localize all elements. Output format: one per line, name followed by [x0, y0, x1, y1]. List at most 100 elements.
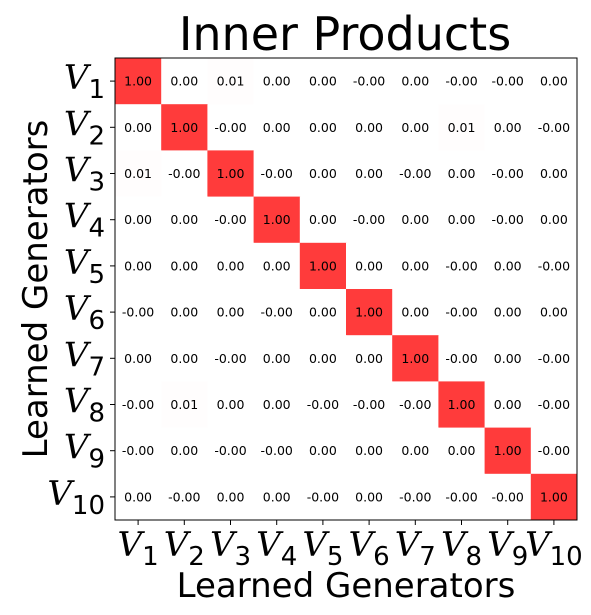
heatmap-cell-r7-c9	[484, 335, 532, 382]
y-tick-7: V7	[64, 335, 105, 382]
heatmap-cell-r7-c2	[161, 335, 208, 382]
heatmap-cell-r3-c2	[161, 150, 208, 198]
heatmap-cell-r8-c8	[438, 381, 486, 429]
cell-value-r4-c8: 0.00	[448, 212, 476, 227]
cell-value-r4-c7: 0.00	[401, 212, 429, 227]
cell-value-r3-c7: -0.00	[399, 166, 431, 181]
cell-value-r3-c4: -0.00	[261, 166, 293, 181]
cell-value-r2-c6: 0.00	[355, 120, 383, 135]
cell-value-r3-c3: 1.00	[217, 166, 245, 181]
cell-value-r5-c7: 0.00	[401, 258, 429, 273]
y-tick-4: V4	[64, 197, 105, 244]
y-tick-3: V3	[64, 151, 105, 198]
cell-value-r2-c7: 0.00	[401, 120, 429, 135]
cell-value-r1-c3: 0.01	[217, 74, 245, 89]
heatmap-cell-r5-c4	[253, 242, 301, 290]
heatmap-cell-r5-c1	[115, 242, 162, 290]
cell-value-r4-c5: 0.00	[309, 212, 337, 227]
heatmap-cell-r1-c10	[530, 58, 578, 105]
cell-value-r8-c10: -0.00	[538, 397, 570, 412]
cell-value-r8-c2: 0.01	[170, 397, 198, 412]
heatmap-cell-r10-c8	[438, 473, 486, 521]
chart-title: Inner Products	[179, 7, 511, 61]
x-tick-2: V2	[164, 525, 205, 572]
heatmap-cell-r2-c1	[115, 104, 162, 151]
cell-value-r6-c7: 0.00	[401, 305, 429, 320]
cell-value-r1-c10: 0.00	[540, 74, 568, 89]
cell-value-r1-c6: -0.00	[353, 74, 385, 89]
cell-value-r9-c5: 0.00	[309, 443, 337, 458]
cell-value-r6-c3: 0.00	[217, 305, 245, 320]
heatmap-cell-r8-c10	[530, 381, 578, 429]
plot-frame	[114, 57, 578, 521]
heatmap-cell-r4-c3	[207, 196, 255, 244]
heatmap-cell-r3-c1	[115, 150, 162, 198]
cell-value-r10-c1: 0.00	[124, 489, 152, 504]
cell-value-r9-c2: 0.00	[170, 443, 198, 458]
heatmap-cell-r7-c10	[530, 335, 578, 382]
heatmap-cell-r8-c5	[299, 381, 347, 429]
heatmap-cell-r8-c7	[392, 381, 439, 429]
cell-value-r8-c3: 0.00	[217, 397, 245, 412]
heatmap-cell-r5-c2	[161, 242, 208, 290]
heatmap-cell-r2-c7	[392, 104, 439, 151]
heatmap-cell-r5-c6	[346, 242, 393, 290]
cell-value-r10-c6: 0.00	[355, 489, 383, 504]
y-tick-9: V9	[64, 428, 105, 475]
cell-value-r3-c2: -0.00	[168, 166, 200, 181]
heatmap-cell-r3-c4	[253, 150, 301, 198]
heatmap-cell-r3-c6	[346, 150, 393, 198]
heatmap-cell-r6-c4	[253, 289, 301, 336]
heatmap-cell-r4-c1	[115, 196, 162, 244]
x-tick-3: V3	[210, 525, 251, 572]
heatmap-cell-r4-c4	[253, 196, 301, 244]
cell-value-r2-c2: 1.00	[170, 120, 198, 135]
heatmap-cell-r2-c2	[161, 104, 208, 151]
cell-value-r5-c2: 0.00	[170, 258, 198, 273]
cell-value-r6-c8: -0.00	[445, 305, 477, 320]
heatmap-cell-r7-c8	[438, 335, 486, 382]
cell-value-r3-c5: 0.00	[309, 166, 337, 181]
cell-value-r9-c6: 0.00	[355, 443, 383, 458]
cell-value-r3-c6: 0.00	[355, 166, 383, 181]
cell-value-r6-c1: -0.00	[122, 305, 154, 320]
cell-value-r1-c9: -0.00	[492, 74, 524, 89]
heatmap-cell-r9-c1	[115, 427, 162, 475]
cell-value-r7-c4: 0.00	[263, 351, 291, 366]
cell-value-r1-c2: 0.00	[170, 74, 198, 89]
heatmap-cell-r5-c8	[438, 242, 486, 290]
heatmap-cell-r9-c10	[530, 427, 578, 475]
cell-value-r5-c6: 0.00	[355, 258, 383, 273]
heatmap-cell-r9-c7	[392, 427, 439, 475]
cell-value-r7-c5: 0.00	[309, 351, 337, 366]
heatmap-cell-r8-c9	[484, 381, 532, 429]
cell-value-r5-c9: 0.00	[494, 258, 522, 273]
cell-value-r5-c4: 0.00	[263, 258, 291, 273]
y-tick-2: V2	[64, 104, 105, 151]
heatmap-cell-r3-c9	[484, 150, 532, 198]
heatmap-cell-r10-c10	[530, 473, 578, 521]
heatmap-cell-r9-c4	[253, 427, 301, 475]
heatmap-cell-r4-c9	[484, 196, 532, 244]
heatmap-cells	[115, 58, 578, 521]
cell-value-r4-c3: -0.00	[214, 212, 246, 227]
heatmap-cell-r8-c4	[253, 381, 301, 429]
heatmap-cell-r6-c8	[438, 289, 486, 336]
heatmap-cell-r7-c5	[299, 335, 347, 382]
heatmap-cell-labels: 1.00 0.00 0.01 0.00 0.00 -0.00 0.00 -0.00 -0.00 0…	[122, 74, 570, 505]
heatmap-cell-r8-c3	[207, 381, 255, 429]
y-tick-10: V10	[47, 474, 105, 521]
heatmap-cell-r4-c2	[161, 196, 208, 244]
heatmap-cell-r1-c6	[346, 58, 393, 105]
x-tick-10: V10	[525, 525, 583, 572]
cell-value-r1-c7: 0.00	[401, 74, 429, 89]
cell-value-r9-c10: -0.00	[538, 443, 570, 458]
cell-value-r6-c2: 0.00	[170, 305, 198, 320]
x-tick-9: V9	[487, 525, 528, 572]
x-tick-6: V6	[349, 525, 390, 572]
heatmap-cell-r3-c3	[207, 150, 255, 198]
heatmap-cell-r10-c3	[207, 473, 255, 521]
heatmap-cell-r1-c5	[299, 58, 347, 105]
heatmap-cell-r2-c9	[484, 104, 532, 151]
